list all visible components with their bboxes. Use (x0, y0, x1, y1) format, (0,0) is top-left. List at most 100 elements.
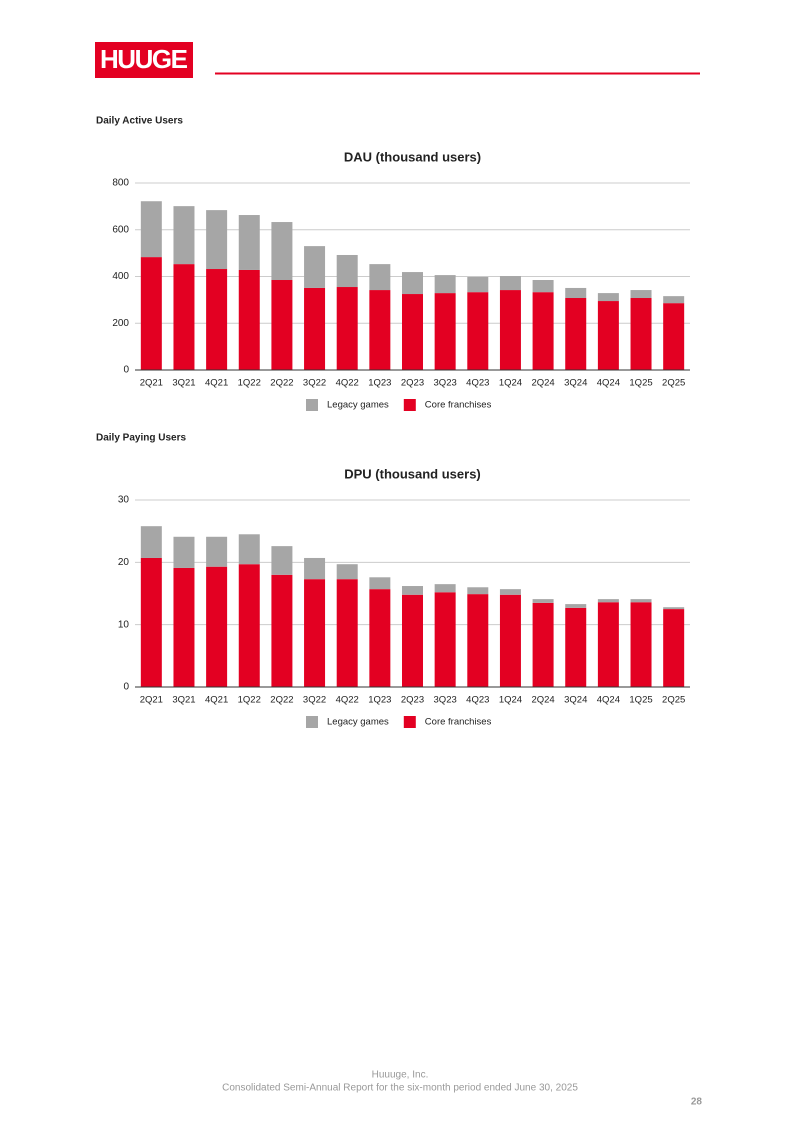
bar-segment (499, 276, 521, 291)
bar-segment (663, 609, 685, 687)
bar-segment (663, 296, 685, 304)
y-tick-label: 600 (112, 224, 129, 235)
x-tick-label: 2Q25 (662, 695, 685, 706)
bar-segment (336, 564, 358, 580)
x-tick-label: 3Q21 (172, 378, 195, 389)
bar-segment (434, 293, 456, 370)
bar-segment (336, 579, 358, 687)
x-tick-label: 4Q23 (466, 695, 489, 706)
x-tick-label: 4Q22 (336, 695, 359, 706)
bar-segment (630, 599, 652, 603)
x-tick-label: 3Q22 (303, 378, 326, 389)
x-tick-label: 3Q21 (172, 695, 195, 706)
x-tick-label: 4Q22 (336, 378, 359, 389)
bar-segment (499, 290, 521, 370)
bar-segment (369, 264, 391, 291)
bar-segment (434, 275, 456, 294)
bar-segment (565, 604, 587, 608)
bar-segment (597, 301, 619, 370)
bar-segment (630, 602, 652, 687)
bar-segment (402, 594, 423, 687)
legend-swatch (403, 399, 416, 411)
bar-segment (304, 579, 326, 687)
bar-segment (369, 577, 391, 590)
x-tick-label: 3Q24 (564, 695, 587, 706)
x-tick-label: 1Q24 (499, 378, 522, 389)
y-tick-label: 10 (118, 619, 130, 630)
bar-segment (271, 222, 293, 281)
x-tick-label: 4Q24 (597, 695, 620, 706)
bar-segment (304, 287, 326, 370)
x-tick-label: 2Q25 (662, 378, 685, 389)
legend-label: Core franchises (425, 400, 492, 411)
bar-segment (173, 567, 195, 687)
legend-label: Core franchises (425, 717, 492, 728)
bar-segment (467, 292, 489, 370)
x-tick-label: 3Q22 (303, 695, 326, 706)
y-tick-label: 0 (123, 365, 129, 376)
bar-segment (238, 215, 260, 270)
y-tick-label: 200 (112, 318, 129, 329)
x-tick-label: 2Q24 (531, 378, 554, 389)
bar-segment (206, 536, 228, 567)
bar-segment (238, 564, 260, 687)
logo: HUUGE (100, 44, 188, 74)
bar-segment (467, 594, 489, 687)
section-heading: Daily Paying Users (96, 433, 186, 444)
bar-segment (238, 269, 260, 370)
bar-segment (238, 534, 260, 565)
x-tick-label: 1Q25 (629, 695, 652, 706)
bar-segment (565, 287, 587, 299)
bar-segment (140, 557, 162, 687)
bar-segment (663, 607, 685, 610)
bar-segment (271, 280, 293, 370)
bar-segment (499, 594, 521, 687)
bar-segment (532, 602, 554, 687)
legend-swatch (403, 716, 416, 728)
x-tick-label: 2Q21 (140, 378, 163, 389)
bar-segment (304, 246, 326, 288)
legend-swatch (306, 716, 318, 728)
x-tick-label: 2Q22 (270, 378, 293, 389)
bar-segment (369, 290, 391, 370)
x-tick-label: 3Q24 (564, 378, 587, 389)
section-heading: Daily Active Users (96, 116, 183, 127)
bar-segment (630, 298, 652, 370)
x-tick-label: 2Q22 (270, 695, 293, 706)
bar-segment (173, 536, 195, 568)
bar-segment (630, 290, 652, 299)
bar-segment (206, 269, 228, 370)
bar-segment (663, 303, 685, 370)
bar-segment (140, 526, 162, 558)
bar-segment (597, 293, 619, 302)
x-tick-label: 4Q21 (205, 695, 228, 706)
page-number: 28 (691, 1097, 703, 1108)
x-tick-label: 2Q23 (401, 695, 424, 706)
x-tick-label: 1Q22 (238, 695, 261, 706)
bar-segment (402, 272, 423, 295)
chart-title: DAU (thousand users) (344, 149, 481, 164)
bar-segment (402, 586, 423, 595)
bar-segment (140, 201, 162, 258)
x-tick-label: 1Q22 (238, 378, 261, 389)
bar-segment (565, 607, 587, 687)
bar-segment (402, 294, 423, 370)
bar-segment (173, 264, 195, 370)
bar-segment (499, 589, 521, 595)
x-tick-label: 1Q24 (499, 695, 522, 706)
x-tick-label: 2Q24 (531, 695, 554, 706)
y-tick-label: 20 (118, 557, 130, 568)
bar-segment (304, 557, 326, 580)
x-tick-label: 1Q23 (368, 378, 391, 389)
y-tick-label: 30 (118, 495, 130, 506)
bar-segment (271, 546, 293, 575)
x-tick-label: 4Q21 (205, 378, 228, 389)
x-tick-label: 2Q23 (401, 378, 424, 389)
legend-label: Legacy games (327, 400, 389, 411)
x-tick-label: 4Q24 (597, 378, 620, 389)
x-tick-label: 1Q25 (629, 378, 652, 389)
x-tick-label: 1Q23 (368, 695, 391, 706)
bar-segment (597, 599, 619, 603)
